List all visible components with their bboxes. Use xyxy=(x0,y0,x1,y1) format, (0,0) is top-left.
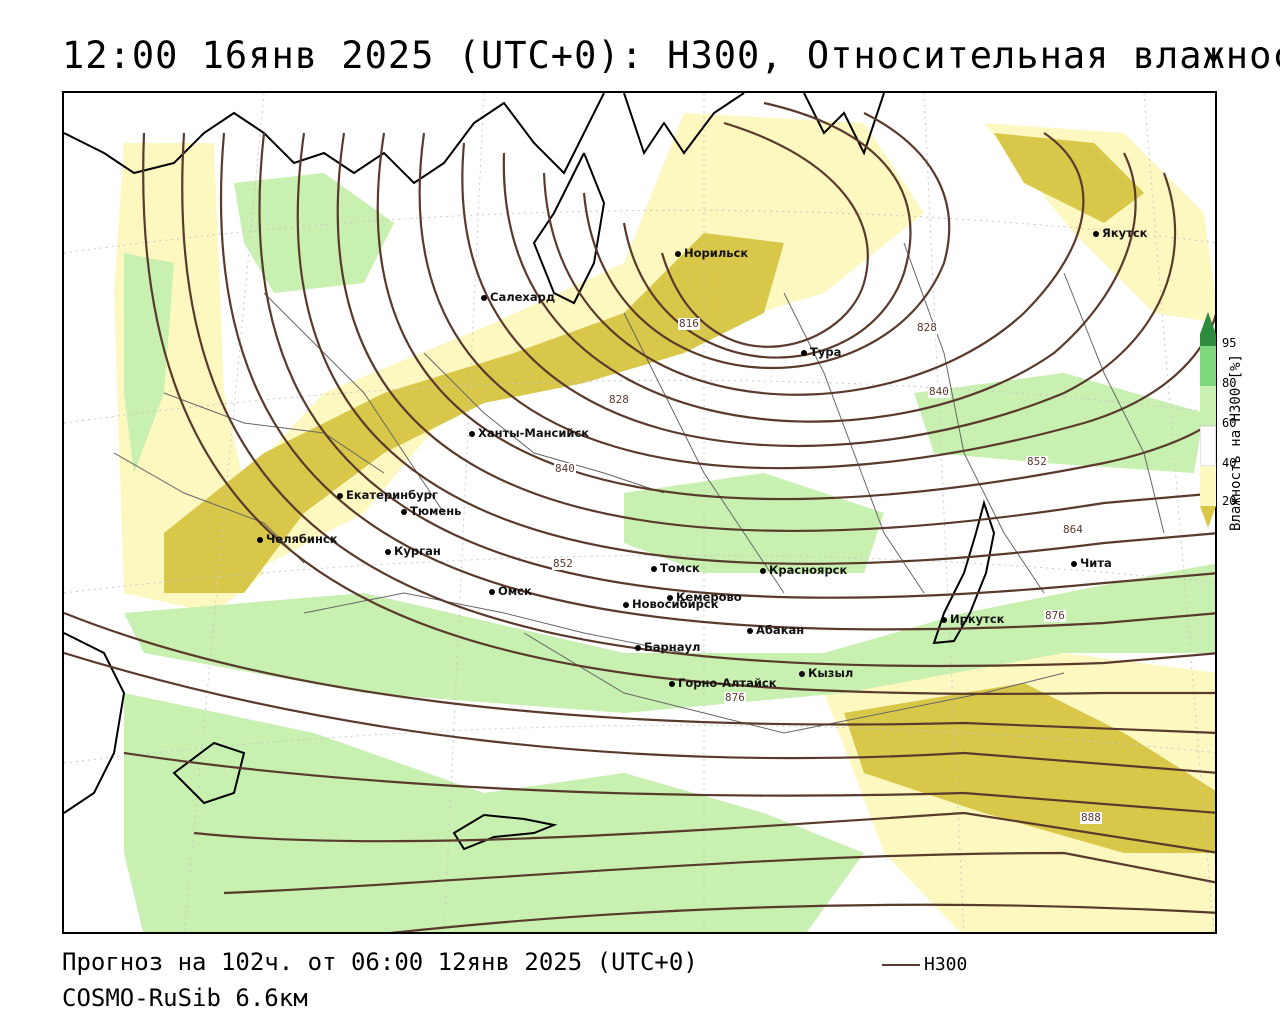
contour-label: 852 xyxy=(1026,455,1048,468)
legend-title: Влажность на H300 [%] xyxy=(1228,354,1244,532)
city-marker: Новосибирск xyxy=(623,597,719,611)
city-label: Якутск xyxy=(1102,226,1148,240)
city-marker: Омск xyxy=(489,584,532,598)
city-dot-icon xyxy=(1071,560,1077,567)
model-name: COSMO-RuSib 6.6км xyxy=(62,984,308,1012)
city-label: Норильск xyxy=(684,246,749,260)
city-label: Абакан xyxy=(756,623,805,637)
legend-tick: 95 xyxy=(1222,336,1237,350)
contour-label: 840 xyxy=(554,462,576,475)
city-dot-icon xyxy=(489,588,495,595)
city-dot-icon xyxy=(651,565,657,572)
city-label: Томск xyxy=(660,561,700,575)
legend-tick: 20 xyxy=(1222,494,1237,508)
city-marker: Горно-Алтайск xyxy=(669,676,777,690)
city-label: Салехард xyxy=(490,290,556,304)
city-dot-icon xyxy=(760,567,766,574)
city-label: Новосибирск xyxy=(632,597,719,611)
city-marker: Ханты-Мансийск xyxy=(469,426,589,440)
city-label: Красноярск xyxy=(769,563,848,577)
city-marker: Якутск xyxy=(1093,226,1147,240)
humid-green-zone xyxy=(124,693,864,932)
h300-line-label: H300 xyxy=(924,954,968,975)
city-label: Омск xyxy=(498,584,532,598)
city-marker: Барнаул xyxy=(635,640,700,654)
contour-label: 864 xyxy=(1062,523,1084,536)
city-dot-icon xyxy=(469,430,475,437)
city-label: Барнаул xyxy=(644,640,701,654)
humid-green-zone xyxy=(124,563,1215,713)
city-label: Тура xyxy=(810,345,842,359)
coastline xyxy=(64,93,996,851)
city-dot-icon xyxy=(385,548,391,555)
humid-green-zone xyxy=(914,373,1204,473)
humid-green-zone xyxy=(234,173,394,293)
dry-band xyxy=(844,683,1215,853)
city-dot-icon xyxy=(675,250,681,257)
city-marker: Норильск xyxy=(675,246,748,260)
city-label: Тюмень xyxy=(410,504,462,518)
city-label: Горно-Алтайск xyxy=(678,676,777,690)
legend-tick: 80 xyxy=(1222,376,1237,390)
contour-label: 888 xyxy=(1080,811,1102,824)
city-marker: Красноярск xyxy=(760,563,847,577)
forecast-info: Прогноз на 102ч. от 06:00 12янв 2025 (UT… xyxy=(62,948,698,976)
city-label: Челябинск xyxy=(266,532,338,546)
city-dot-icon xyxy=(1093,230,1099,237)
city-label: Курган xyxy=(394,544,441,558)
city-label: Ханты-Мансийск xyxy=(478,426,590,440)
city-dot-icon xyxy=(481,294,487,301)
city-label: Екатеринбург xyxy=(346,488,438,502)
city-marker: Абакан xyxy=(747,623,804,637)
contour-label: 828 xyxy=(916,321,938,334)
contour-label: 828 xyxy=(608,393,630,406)
map-area: Норильск Салехард Якутск Тура Ханты-Мансийск… xyxy=(62,91,1217,934)
city-dot-icon xyxy=(801,349,807,356)
city-dot-icon xyxy=(401,508,407,515)
city-dot-icon xyxy=(337,492,343,499)
city-marker: Екатеринбург xyxy=(337,488,438,502)
city-label: Кемерово xyxy=(676,590,742,604)
city-marker: Салехард xyxy=(481,290,555,304)
legend-tick: 60 xyxy=(1222,416,1237,430)
h300-line-swatch xyxy=(882,964,920,966)
contour-label: 852 xyxy=(552,557,574,570)
city-dot-icon xyxy=(667,594,673,601)
city-dot-icon xyxy=(623,601,629,608)
contour-label: 840 xyxy=(928,385,950,398)
city-label: Чита xyxy=(1080,556,1112,570)
city-marker: Челябинск xyxy=(257,532,338,546)
city-marker: Чита xyxy=(1071,556,1112,570)
contour-label: 816 xyxy=(678,317,700,330)
city-dot-icon xyxy=(799,670,805,677)
city-label: Иркутск xyxy=(950,612,1005,626)
humid-green-zone xyxy=(124,253,174,473)
city-marker: Томск xyxy=(651,561,700,575)
city-label: Кызыл xyxy=(808,666,854,680)
city-dot-icon xyxy=(257,536,263,543)
city-marker: Курган xyxy=(385,544,441,558)
contour-label: 876 xyxy=(1044,609,1066,622)
city-marker: Тюмень xyxy=(401,504,461,518)
city-dot-icon xyxy=(747,627,753,634)
h300-contours xyxy=(64,101,1215,932)
humidity-color-bar xyxy=(1200,312,1216,528)
city-dot-icon xyxy=(635,644,641,651)
city-marker: Кызыл xyxy=(799,666,853,680)
dry-band xyxy=(994,133,1144,223)
city-marker: Кемерово xyxy=(667,590,742,604)
chart-title: 12:00 16янв 2025 (UTC+0): H300, Относите… xyxy=(62,34,1280,77)
city-dot-icon xyxy=(941,616,947,623)
city-dot-icon xyxy=(669,680,675,687)
legend-tick: 40 xyxy=(1222,456,1237,470)
city-marker: Тура xyxy=(801,345,841,359)
contour-label: 876 xyxy=(724,691,746,704)
city-marker: Иркутск xyxy=(941,612,1004,626)
map-canvas xyxy=(64,93,1215,932)
